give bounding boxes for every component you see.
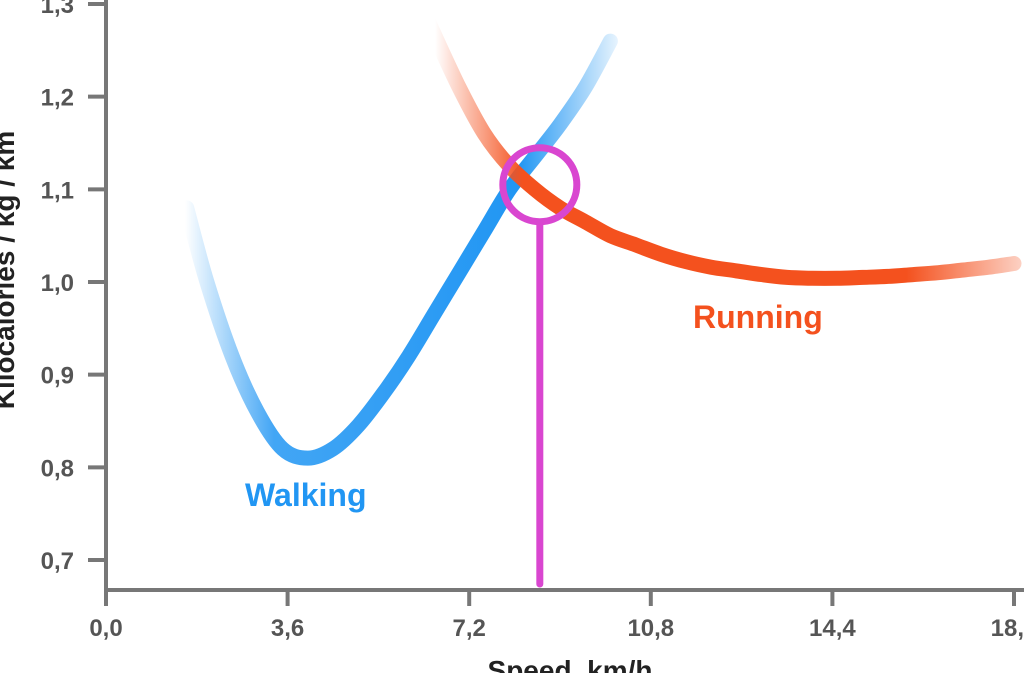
data-point (635, 244, 637, 246)
data-point (357, 425, 359, 427)
data-point (282, 448, 284, 450)
data-point (382, 392, 384, 394)
data-point (256, 411, 258, 413)
data-point (862, 276, 864, 278)
data-point (206, 281, 208, 283)
running-label: Running (693, 299, 823, 335)
axes (104, 0, 1024, 592)
x-axis-title: Speed, km/h (488, 655, 653, 673)
x-tick-label: 18,0 (991, 615, 1024, 642)
x-ticks: 0,0 3,6 7,2 10,8 14,4 18,0 (89, 590, 1024, 642)
data-point (963, 269, 965, 271)
data-point (786, 276, 788, 278)
data-point (332, 448, 334, 450)
data-point (836, 277, 838, 279)
data-point (483, 133, 485, 135)
data-point (458, 86, 460, 88)
data-point (584, 221, 586, 223)
data-point (433, 313, 435, 315)
y-tick-label: 0,8 (41, 455, 74, 482)
data-point (609, 235, 611, 237)
data-point (584, 86, 586, 88)
data-point (458, 272, 460, 274)
y-axis-title: Kilocalories / kg / km (0, 131, 20, 410)
data-point (609, 40, 611, 42)
walking-label: Walking (245, 477, 366, 513)
data-point (912, 274, 914, 276)
data-point (660, 253, 662, 255)
data-point (408, 355, 410, 357)
data-point (559, 123, 561, 125)
data-point (307, 457, 309, 459)
x-tick-label: 0,0 (89, 615, 122, 642)
data-point (534, 156, 536, 158)
running-curve (421, 15, 1022, 286)
data-point (534, 188, 536, 190)
data-point (988, 266, 990, 268)
data-point (428, 22, 430, 24)
data-point (1013, 262, 1015, 264)
annotation-layer (499, 144, 581, 588)
data-point (559, 207, 561, 209)
y-tick-label: 0,7 (41, 548, 74, 575)
x-tick-label: 3,6 (271, 615, 304, 642)
data-point (231, 355, 233, 357)
crossover-circle (499, 144, 581, 226)
series-layer (179, 15, 1022, 466)
x-tick-label: 7,2 (453, 615, 486, 642)
x-tick-label: 10,8 (627, 615, 674, 642)
x-tick-label: 14,4 (809, 615, 856, 642)
y-tick-label: 1,1 (41, 177, 74, 204)
y-tick-label: 0,9 (41, 363, 74, 390)
data-point (811, 277, 813, 279)
data-point (186, 207, 188, 209)
y-tick-label: 1,2 (41, 85, 74, 112)
data-point (736, 270, 738, 272)
data-point (710, 266, 712, 268)
y-ticks: 0,7 0,8 0,9 1,0 1,1 1,2 1,3 (41, 0, 106, 575)
data-point (483, 230, 485, 232)
data-point (509, 188, 511, 190)
walking-curve (179, 33, 618, 466)
y-tick-label: 1,3 (41, 0, 74, 19)
data-point (761, 274, 763, 276)
y-tick-label: 1,0 (41, 270, 74, 297)
data-point (887, 275, 889, 277)
data-point (685, 261, 687, 263)
data-point (937, 272, 939, 274)
